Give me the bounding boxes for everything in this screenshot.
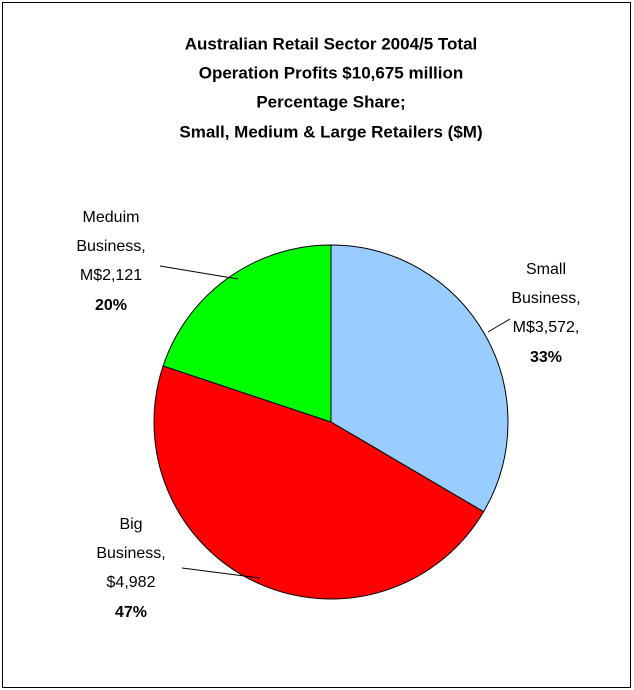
category-word: Business,: [511, 290, 580, 307]
leader-line: [181, 567, 261, 579]
category-word: Business,: [96, 545, 165, 562]
slice-label: Small Business, M$3,572, 33%: [511, 261, 580, 366]
percent-label: 20%: [95, 297, 127, 314]
leader-line: [159, 265, 239, 280]
chart-title: Australian Retail Sector 2004/5 Total: [185, 34, 478, 53]
category-word: Big: [119, 516, 142, 533]
percent-label: 47%: [115, 604, 147, 621]
category-word: Business,: [76, 238, 145, 255]
value-label: $4,982: [107, 574, 156, 591]
value-label: M$2,121: [80, 267, 142, 284]
pie-slice: [153, 365, 485, 600]
pie-slice: [330, 244, 509, 513]
slice-label: Meduim Business, M$2,121 20%: [76, 209, 145, 314]
value-label: M$3,572,: [513, 319, 580, 336]
chart-title: Small, Medium & Large Retailers ($M): [179, 122, 482, 141]
chart-title: Percentage Share;: [256, 92, 405, 111]
category-label: Big Business,: [96, 516, 165, 562]
category-label: Small Business,: [511, 261, 580, 307]
chart-title: Operation Profits $10,675 million: [199, 63, 464, 82]
category-word: Small: [526, 261, 566, 278]
leader-line: [487, 318, 511, 333]
percent-label: 33%: [530, 349, 562, 366]
pie-slice: [162, 244, 332, 423]
category-word: Meduim: [83, 209, 140, 226]
category-label: Meduim Business,: [76, 209, 145, 255]
slice-label: Big Business, $4,982 47%: [96, 516, 165, 621]
